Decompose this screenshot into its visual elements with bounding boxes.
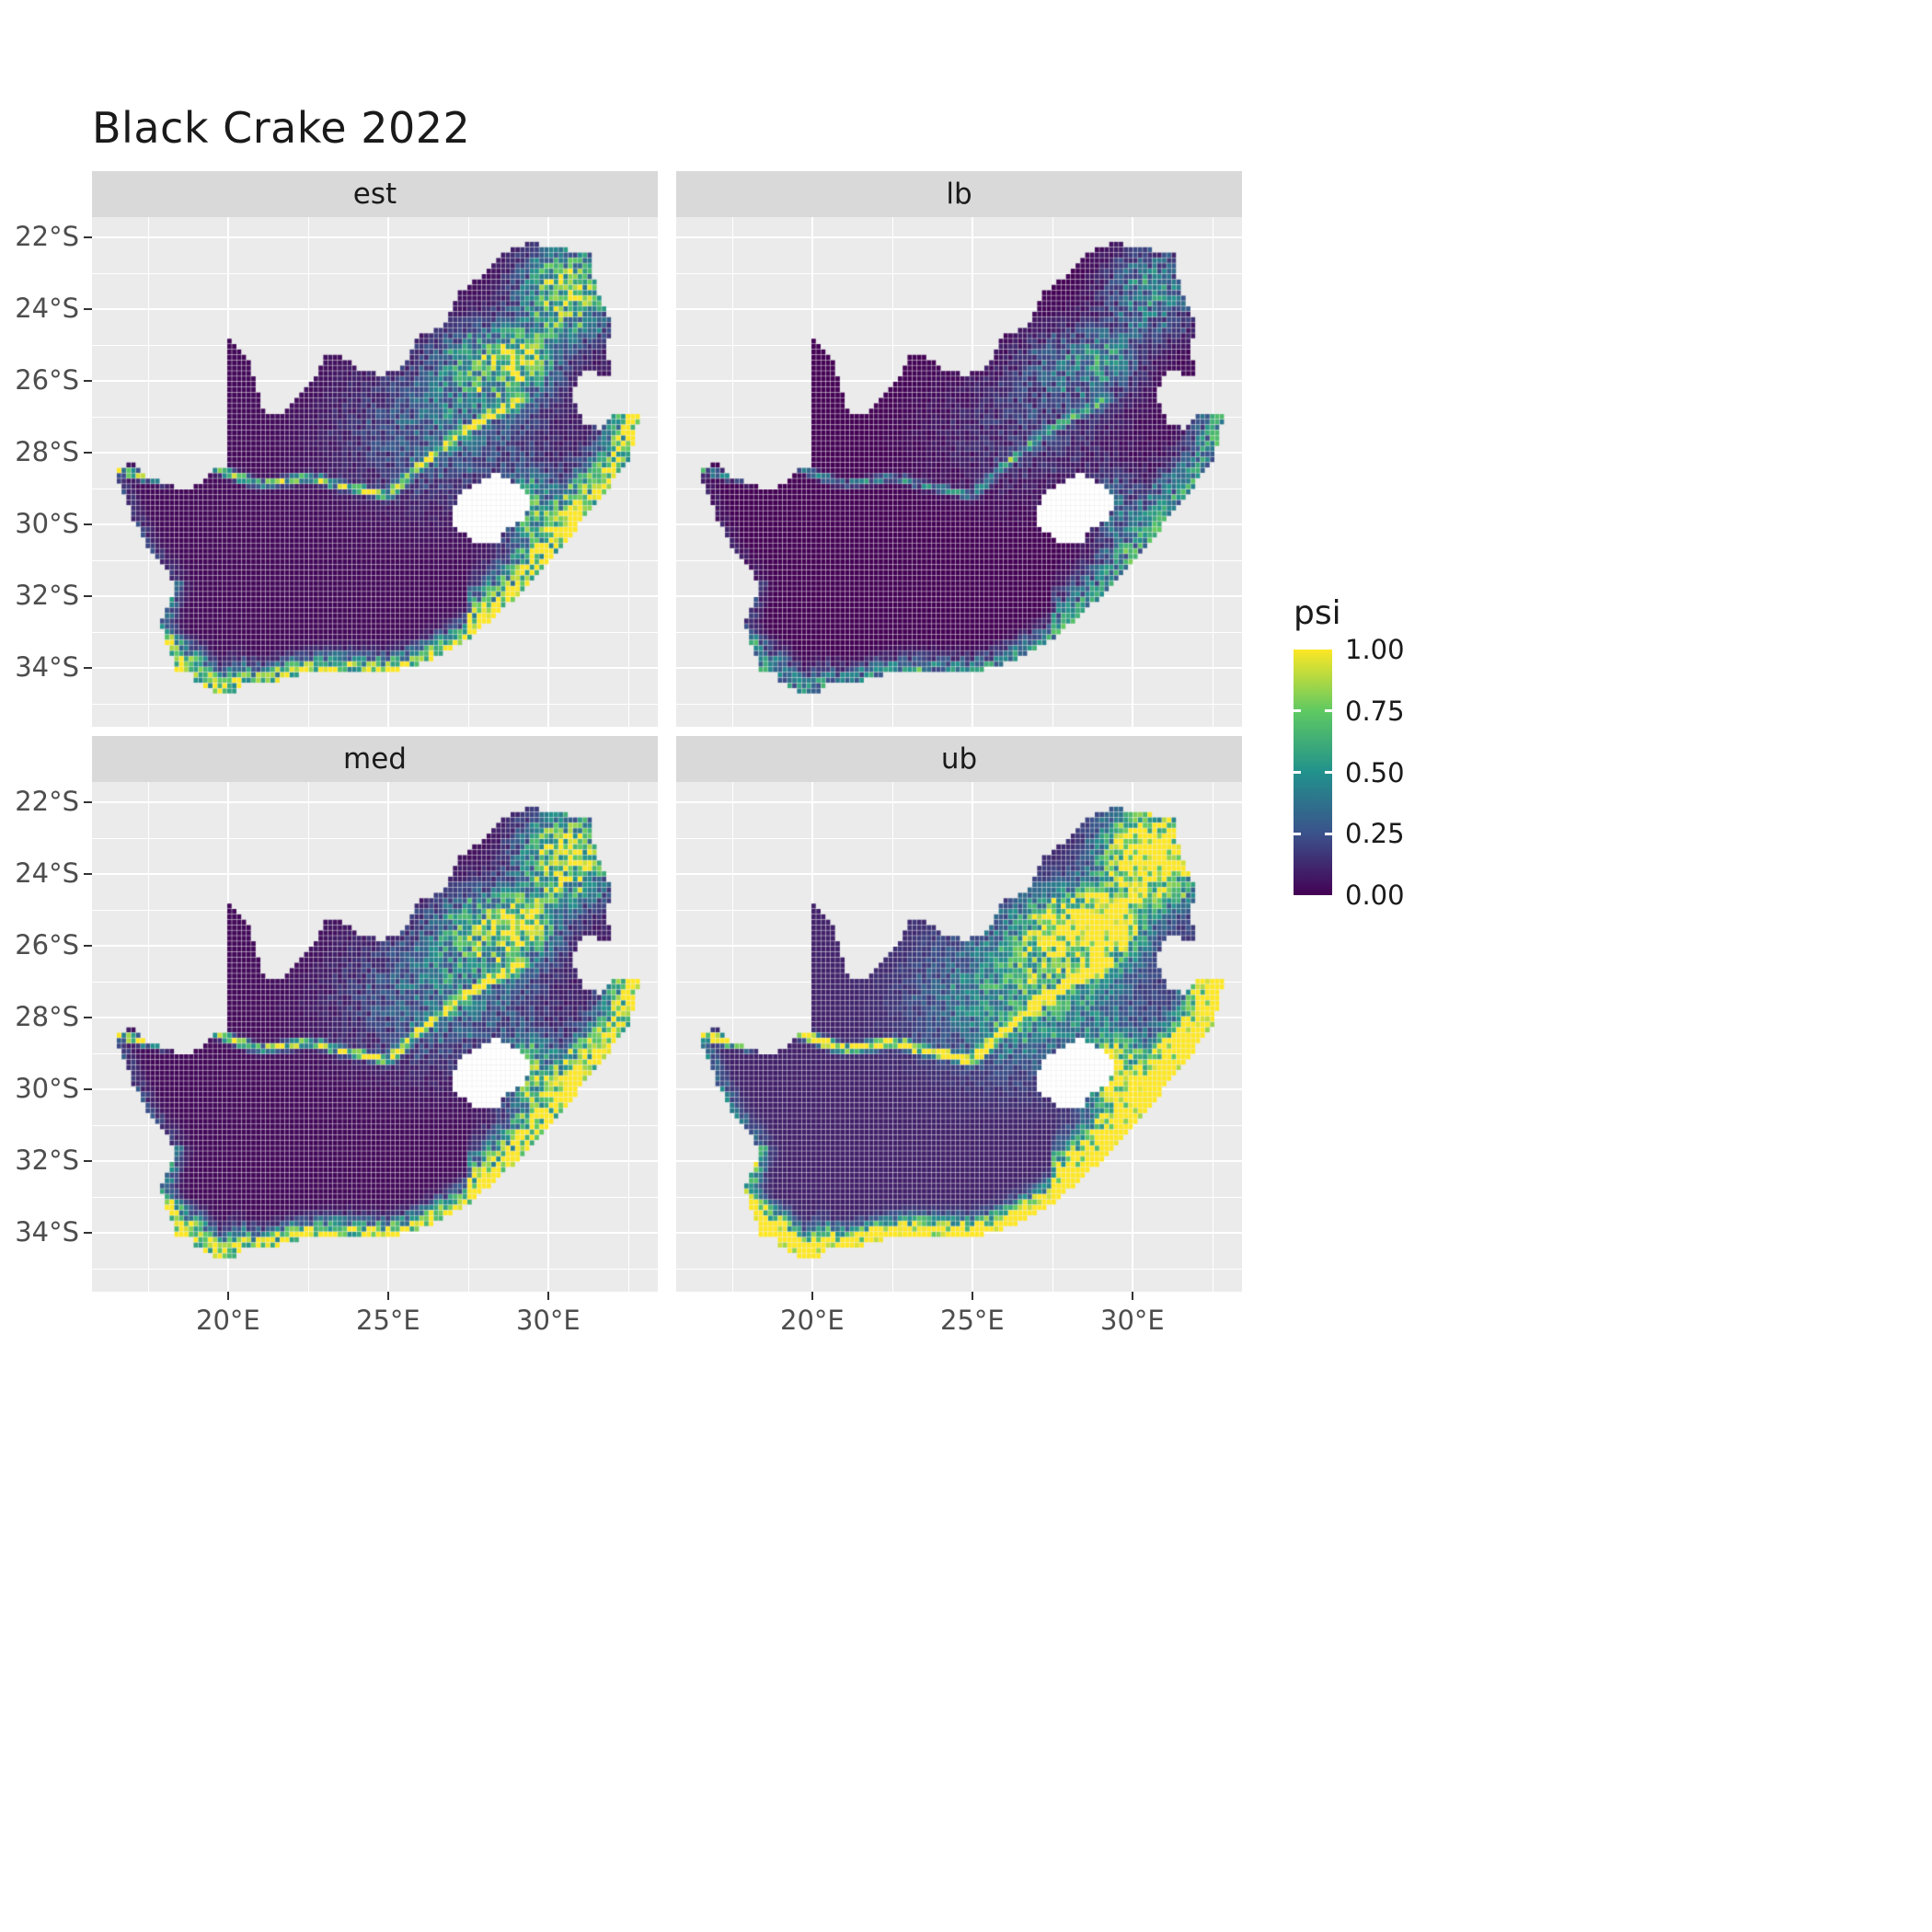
y-tick-label: 30°S [15, 1072, 79, 1104]
facet-strip-label: med [343, 742, 407, 776]
y-axis-tick [84, 666, 92, 670]
legend-label: 0.50 [1345, 756, 1405, 788]
x-tick-label: 20°E [780, 1305, 845, 1336]
x-axis-tick [386, 1292, 390, 1300]
y-axis-tick [84, 307, 92, 311]
y-tick-label: 24°S [15, 292, 79, 324]
legend-label: 0.00 [1345, 880, 1405, 911]
legend-tick [1325, 709, 1332, 713]
legend-tick [1325, 832, 1332, 835]
y-tick-label: 24°S [15, 857, 79, 889]
y-axis-tick [84, 1159, 92, 1163]
y-tick-label: 34°S [15, 650, 79, 683]
facet-strip-label: est [352, 178, 397, 211]
y-tick-label: 30°S [15, 507, 79, 539]
x-axis-tick [226, 1292, 230, 1300]
y-axis-tick [84, 872, 92, 876]
map-canvas-ub [676, 782, 1242, 1292]
y-tick-label: 22°S [15, 785, 79, 817]
y-tick-label: 28°S [15, 1000, 79, 1032]
legend-tick [1294, 709, 1301, 713]
x-axis-tick [811, 1292, 814, 1300]
map-canvas-lb [676, 217, 1242, 727]
y-axis-tick [84, 594, 92, 598]
y-tick-label: 28°S [15, 435, 79, 467]
legend-tick [1294, 832, 1301, 835]
facet-panel-est [92, 217, 658, 727]
legend-label: 0.25 [1345, 818, 1405, 850]
x-tick-label: 25°E [356, 1305, 420, 1336]
map-canvas-est [92, 217, 658, 727]
y-tick-label: 26°S [15, 928, 79, 960]
y-axis-tick [84, 944, 92, 948]
legend-label: 1.00 [1345, 634, 1405, 665]
legend-title: psi [1294, 594, 1341, 632]
y-axis-tick [84, 236, 92, 239]
facet-panel-lb [676, 217, 1242, 727]
legend-tick [1294, 771, 1301, 774]
x-axis-tick [971, 1292, 974, 1300]
y-axis-tick [84, 1087, 92, 1091]
x-tick-label: 30°E [516, 1305, 581, 1336]
map-canvas-med [92, 782, 658, 1292]
facet-strip-label: lb [946, 178, 972, 211]
y-tick-label: 34°S [15, 1215, 79, 1248]
y-axis-tick [84, 1016, 92, 1019]
facet-panel-med [92, 782, 658, 1292]
y-axis-tick [84, 800, 92, 804]
x-tick-label: 30°E [1100, 1305, 1165, 1336]
y-tick-label: 26°S [15, 363, 79, 396]
y-tick-label: 32°S [15, 1144, 79, 1176]
y-axis-tick [84, 379, 92, 383]
x-tick-label: 25°E [940, 1305, 1005, 1336]
facet-strip-ub: ub [676, 736, 1242, 782]
x-axis-tick [546, 1292, 550, 1300]
y-axis-tick [84, 1231, 92, 1235]
facet-strip-med: med [92, 736, 658, 782]
x-tick-label: 20°E [196, 1305, 260, 1336]
x-axis-tick [1131, 1292, 1134, 1300]
y-axis-tick [84, 523, 92, 526]
plot-title: Black Crake 2022 [92, 103, 471, 153]
facet-strip-lb: lb [676, 171, 1242, 217]
y-tick-label: 22°S [15, 220, 79, 252]
facet-panel-ub [676, 782, 1242, 1292]
y-axis-tick [84, 451, 92, 454]
legend-label: 0.75 [1345, 695, 1405, 727]
facet-strip-est: est [92, 171, 658, 217]
y-tick-label: 32°S [15, 579, 79, 611]
facet-strip-label: ub [940, 742, 978, 776]
legend-tick [1325, 771, 1332, 774]
